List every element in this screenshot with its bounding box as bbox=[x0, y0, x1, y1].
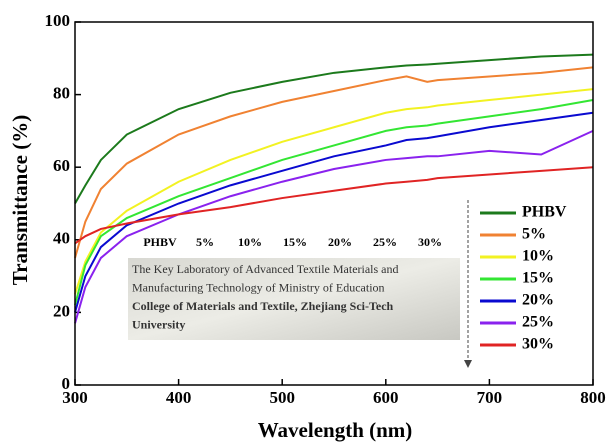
data-line bbox=[74, 66, 594, 259]
y-tick-label: 20 bbox=[53, 301, 70, 320]
inset-label: 10% bbox=[238, 235, 262, 249]
inset-label: 25% bbox=[373, 235, 397, 249]
inset-label: 15% bbox=[283, 235, 307, 249]
x-tick-label: 300 bbox=[62, 388, 88, 407]
inset-text: The Key Laboratory of Advanced Textile M… bbox=[132, 262, 399, 276]
legend-label: 15% bbox=[522, 270, 554, 287]
data-line bbox=[74, 88, 594, 295]
plot-frame bbox=[74, 21, 594, 386]
legend-label: 30% bbox=[522, 336, 554, 353]
data-line bbox=[74, 111, 594, 313]
x-tick-label: 500 bbox=[269, 388, 295, 407]
y-tick-label: 40 bbox=[53, 229, 70, 248]
data-line bbox=[74, 129, 594, 324]
y-tick-label: 80 bbox=[53, 84, 70, 103]
y-tick-label: 0 bbox=[62, 374, 71, 393]
inset-label: 5% bbox=[196, 235, 214, 249]
data-line bbox=[74, 99, 594, 306]
x-axis-title: Wavelength (nm) bbox=[258, 418, 413, 442]
x-tick-label: 600 bbox=[373, 388, 399, 407]
x-tick-label: 400 bbox=[166, 388, 192, 407]
data-line bbox=[74, 53, 594, 204]
x-tick-label: 800 bbox=[580, 388, 606, 407]
x-tick-label: 700 bbox=[477, 388, 503, 407]
y-axis-title: Transmittance (%) bbox=[8, 115, 32, 286]
legend-label: 5% bbox=[522, 226, 546, 243]
y-tick-label: 60 bbox=[53, 156, 70, 175]
inset-label: 20% bbox=[328, 235, 352, 249]
legend-label: 20% bbox=[522, 292, 554, 309]
y-tick-label: 100 bbox=[45, 11, 71, 30]
inset-photo bbox=[128, 258, 460, 340]
inset-label: 30% bbox=[418, 235, 442, 249]
inset-text: College of Materials and Textile, Zhejia… bbox=[132, 299, 394, 313]
inset-text: Manufacturing Technology of Ministry of … bbox=[132, 280, 385, 294]
legend-label: 25% bbox=[522, 314, 554, 331]
legend-label: 10% bbox=[522, 248, 554, 265]
inset-label: PHBV bbox=[143, 235, 177, 249]
data-line bbox=[74, 166, 594, 245]
legend-label: PHBV bbox=[522, 204, 567, 221]
legend-arrowhead bbox=[464, 360, 472, 368]
inset-text: University bbox=[132, 317, 185, 331]
